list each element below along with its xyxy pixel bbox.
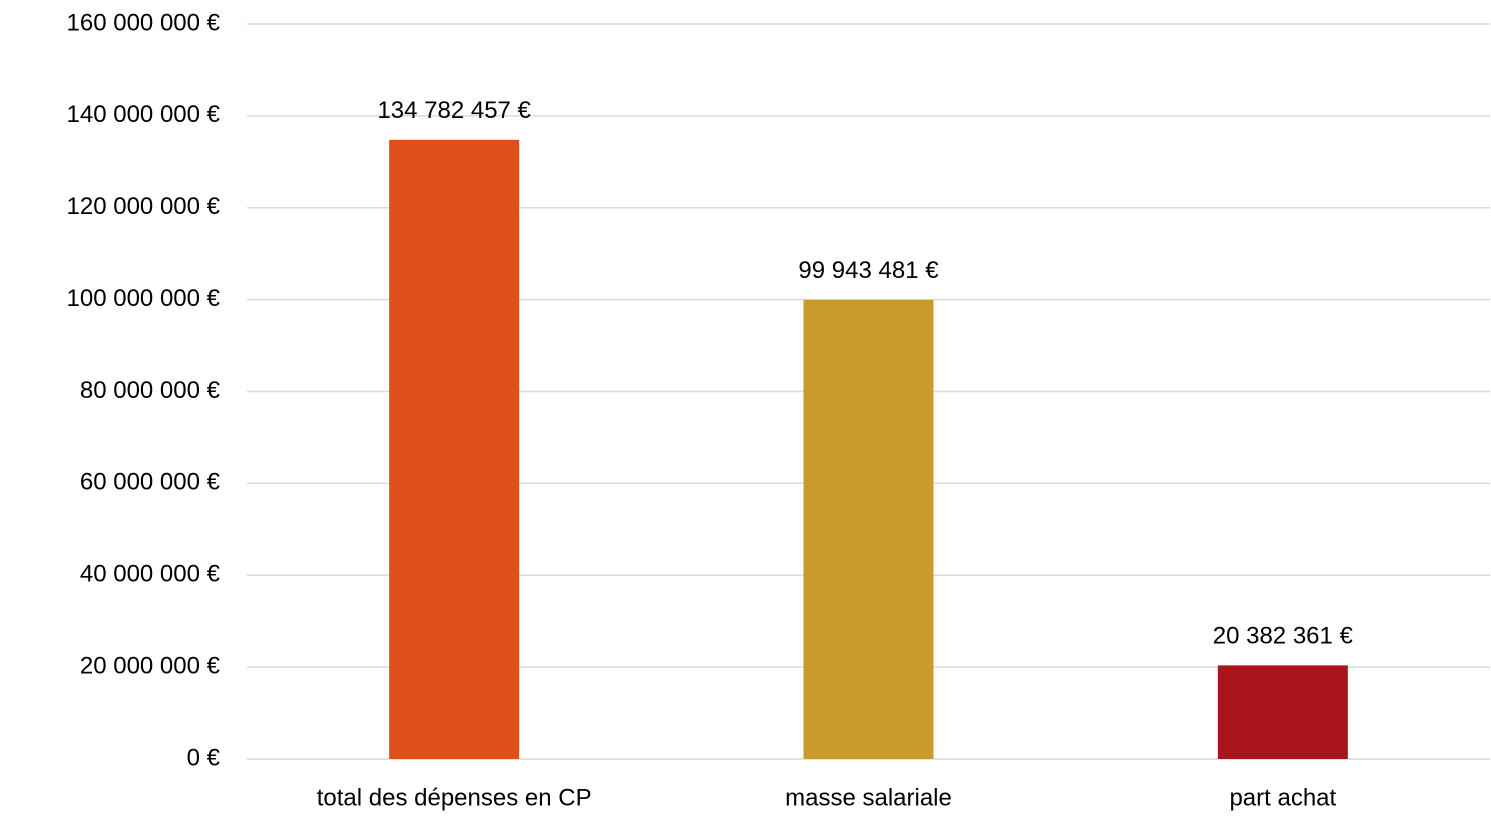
y-tick-label: 140 000 000 € — [67, 101, 221, 128]
value-label: 134 782 457 € — [377, 97, 531, 124]
y-tick-label: 80 000 000 € — [80, 377, 221, 404]
value-label: 20 382 361 € — [1213, 623, 1354, 650]
bar — [803, 299, 934, 759]
y-tick-label: 0 € — [187, 744, 221, 771]
y-tick-label: 40 000 000 € — [80, 561, 221, 588]
y-tick-label: 20 000 000 € — [80, 652, 221, 679]
y-tick-label: 100 000 000 € — [67, 285, 221, 312]
y-tick-label: 160 000 000 € — [67, 9, 221, 36]
x-tick-label: total des dépenses en CP — [317, 784, 592, 811]
x-tick-label: masse salariale — [785, 784, 952, 811]
x-tick-label: part achat — [1229, 784, 1336, 811]
bar — [1217, 665, 1348, 759]
bar — [389, 139, 520, 760]
y-tick-label: 120 000 000 € — [67, 193, 221, 220]
y-tick-label: 60 000 000 € — [80, 469, 221, 496]
value-label: 99 943 481 € — [798, 257, 939, 284]
